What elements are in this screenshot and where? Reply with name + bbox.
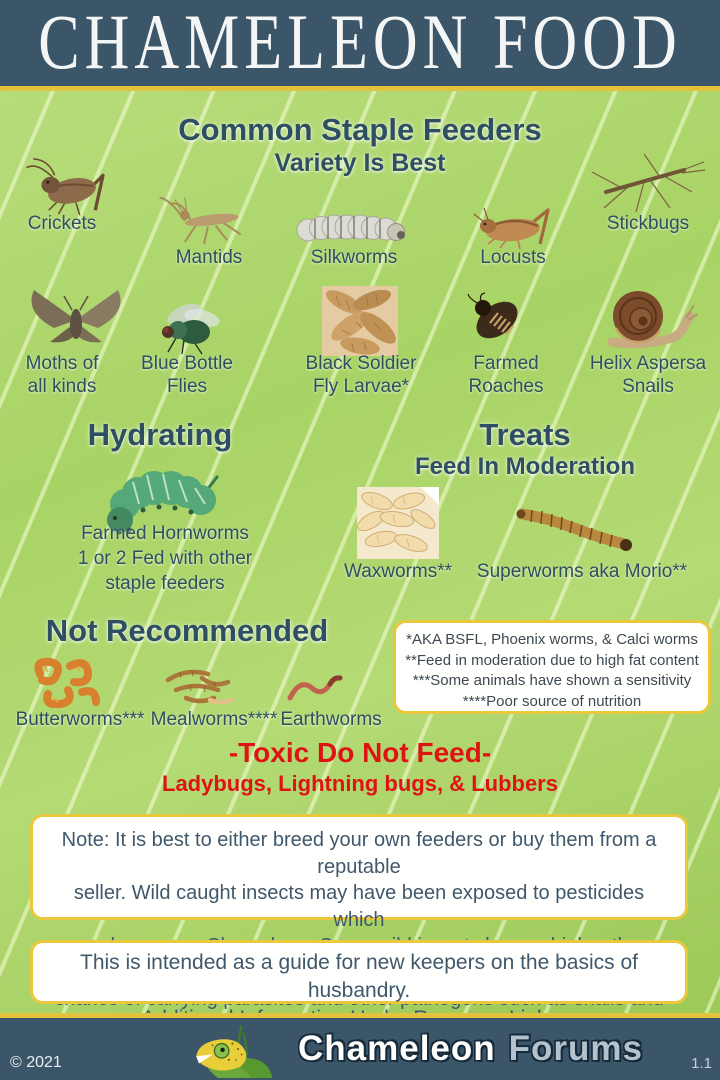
toxic-title: -Toxic Do Not Feed-: [228, 737, 492, 768]
stickbugs-label: Stickbugs: [606, 213, 690, 234]
blue-bottle-flies-label: Blue Bottle Flies: [141, 353, 233, 397]
guide-box: This is intended as a guide for new keep…: [30, 940, 688, 1058]
farmed-roaches-image: [467, 292, 527, 344]
logo-chameleon-word: Chameleon: [298, 1029, 496, 1068]
logo-forums-word: Forums: [508, 1029, 644, 1068]
mealworms-image: [156, 660, 240, 708]
hornworm-caption: Farmed Hornworms 1 or 2 Fed with other s…: [77, 523, 253, 594]
chameleon-logo: [180, 1020, 295, 1078]
version-text: 1.1: [691, 1055, 712, 1072]
waxworms-image: [357, 487, 439, 559]
staple-feeders-title: Common Staple Feeders: [178, 112, 542, 147]
stickbugs-image: [584, 144, 709, 216]
butterworms-image: [26, 652, 106, 708]
crickets-label: Crickets: [27, 213, 97, 234]
footnote-bsfl: *AKA BSFL, Phoenix worms, & Calci worms: [406, 631, 698, 648]
superworm-image: [508, 500, 638, 554]
toxic-subtitle: Ladybugs, Lightning bugs, & Lubbers: [162, 771, 558, 796]
footnote-sensitivity: ***Some animals have shown a sensitivity: [412, 672, 692, 689]
note-box: Note: It is best to either breed your ow…: [30, 814, 688, 1037]
mantids-label: Mantids: [175, 247, 243, 268]
snail-image: [594, 286, 698, 352]
butterworms-label: Butterworms***: [15, 709, 145, 730]
forum-logo-text: Chameleon Forums: [298, 1018, 643, 1080]
waxworms-label: Waxworms**: [343, 561, 453, 582]
moths-label: Moths of all kinds: [25, 353, 99, 397]
footnote-nutrition: ****Poor source of nutrition: [462, 692, 642, 710]
crickets-image: [22, 156, 122, 218]
moths-image: [20, 284, 132, 354]
hornworm-image: [95, 460, 223, 548]
variety-subtitle: Variety Is Best: [274, 149, 446, 177]
not-recommended-title: Not Recommended: [45, 613, 329, 648]
earthworms-label: Earthworms: [280, 709, 382, 730]
treats-title: Treats: [479, 417, 571, 452]
farmed-roaches-label: Farmed Roaches: [468, 353, 544, 397]
locusts-label: Locusts: [480, 247, 546, 268]
copyright-text: © 2021: [10, 1054, 62, 1071]
locusts-image: [468, 200, 560, 250]
feed-in-moderation-subtitle: Feed In Moderation: [414, 453, 635, 480]
hydrating-title: Hydrating: [87, 417, 233, 452]
footnote-fat-content: **Feed in moderation due to high fat con…: [405, 651, 699, 669]
header-bar: CHAMELEON FOOD: [0, 0, 720, 91]
page-title: CHAMELEON FOOD: [38, 0, 682, 86]
superworms-label: Superworms aka Morio**: [476, 561, 688, 582]
footer-bar: Chameleon Forums © 2021 1.1: [0, 1013, 720, 1080]
blue-bottle-fly-image: [150, 292, 224, 356]
silkworms-image: [294, 204, 414, 248]
mantids-image: [150, 190, 260, 246]
mealworms-label: Mealworms****: [150, 709, 278, 730]
bsf-larvae-image: [322, 286, 398, 356]
silkworms-label: Silkworms: [310, 247, 398, 268]
snails-label: Helix Aspersa Snails: [589, 353, 707, 397]
bsf-larvae-label: Black Soldier Fly Larvae*: [305, 353, 417, 397]
earthworms-image: [286, 666, 344, 708]
footnotes-box: *AKA BSFL, Phoenix worms, & Calci worms …: [393, 620, 711, 714]
